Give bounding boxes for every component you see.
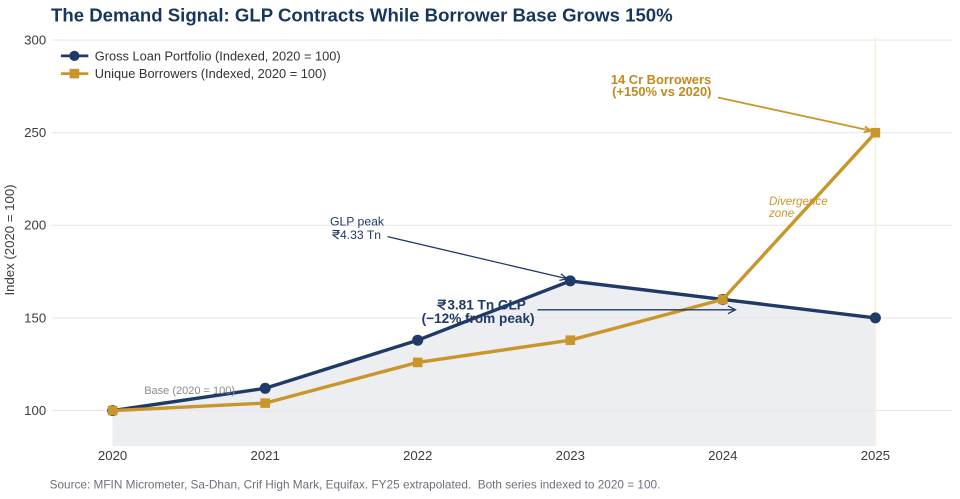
svg-text:100: 100 [24,403,46,418]
svg-text:2022: 2022 [403,448,432,463]
svg-text:2021: 2021 [251,448,280,463]
svg-text:2020: 2020 [98,448,127,463]
svg-text:GLP peak: GLP peak [330,215,385,229]
svg-text:300: 300 [24,33,46,48]
svg-text:Gross Loan Portfolio (Indexed,: Gross Loan Portfolio (Indexed, 2020 = 10… [95,48,341,63]
svg-text:Index (2020 = 100): Index (2020 = 100) [2,184,17,295]
svg-text:4.33 Tn: 4.33 Tn [340,228,381,242]
svg-text:(−12% from peak): (−12% from peak) [422,311,535,326]
svg-text:2023: 2023 [556,448,585,463]
svg-text:Divergence: Divergence [769,195,828,208]
svg-text:2025: 2025 [861,448,890,463]
svg-text:The Demand Signal: GLP Contrac: The Demand Signal: GLP Contracts While B… [51,5,673,26]
svg-text:Unique Borrowers (Indexed, 202: Unique Borrowers (Indexed, 2020 = 100) [95,66,327,81]
svg-text:3.81 Tn GLP: 3.81 Tn GLP [447,297,526,312]
svg-text:zone: zone [768,207,795,220]
svg-text:150: 150 [24,310,46,325]
svg-text:(+150% vs 2020): (+150% vs 2020) [612,84,711,99]
svg-text:200: 200 [24,218,46,233]
svg-text:Base (2020 = 100): Base (2020 = 100) [144,385,235,397]
svg-text:14 Cr Borrowers: 14 Cr Borrowers [611,72,711,87]
svg-text:Source: MFIN Micrometer, Sa-Dh: Source: MFIN Micrometer, Sa-Dhan, Crif H… [50,477,661,491]
svg-text:250: 250 [24,125,46,140]
svg-text:2024: 2024 [708,448,737,463]
